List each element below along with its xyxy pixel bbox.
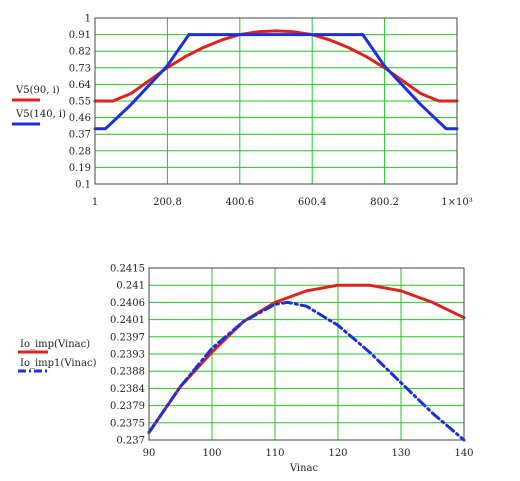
top-y-tick-label: 1 — [85, 14, 91, 25]
top-y-tick-label: 0.55 — [69, 97, 91, 108]
bottom-legend-label-1: Io_imp(Vinac) — [20, 339, 90, 350]
bot-y-tick-label: 0.241 — [116, 281, 145, 292]
top-legend-label-2: V5(140, i) — [15, 109, 66, 120]
top-series-layer — [93, 29, 459, 131]
top-x-tick-label: 400.6 — [225, 197, 254, 208]
bottom-x-axis-label: Vinac — [289, 463, 319, 474]
top-y-tick-label: 0.37 — [69, 130, 91, 141]
top-legend-label-1: V5(90, i) — [15, 85, 60, 96]
bot-y-tick-label: 0.2379 — [110, 401, 145, 412]
bot-y-tick-label: 0.2401 — [110, 315, 145, 326]
top-y-tick-labels: 0.1 0.19 0.28 0.37 0.46 0.55 0.64 0.73 0.82 0.91 1 — [69, 14, 91, 191]
bottom-chart: 0.237 0.2375 0.2379 0.2384 0.2388 0.2393 0.239… — [18, 264, 474, 474]
bot-x-tick-label: 100 — [202, 448, 221, 459]
top-y-tick-label: 0.1 — [75, 180, 91, 191]
top-series-line-1 — [93, 29, 459, 103]
bottom-series-layer — [147, 283, 466, 442]
top-series-line-2 — [93, 33, 459, 131]
bot-y-tick-label: 0.2393 — [110, 350, 145, 361]
top-y-tick-label: 0.46 — [69, 113, 91, 124]
bottom-y-tick-labels: 0.237 0.2375 0.2379 0.2384 0.2388 0.2393 0.239… — [110, 264, 145, 447]
bot-x-tick-label: 130 — [391, 448, 410, 459]
top-plot-frame — [94, 17, 458, 185]
top-x-tick-label: 800.2 — [370, 197, 399, 208]
bot-x-tick-label: 120 — [328, 448, 347, 459]
top-y-tick-label: 0.64 — [69, 80, 91, 91]
bot-x-tick-label: 90 — [143, 448, 156, 459]
bot-x-tick-label: 110 — [265, 448, 284, 459]
bot-y-tick-label: 0.2415 — [110, 264, 145, 275]
bot-y-tick-label: 0.2375 — [110, 418, 145, 429]
top-x-tick-label: 600.4 — [298, 197, 327, 208]
bottom-grid — [149, 268, 464, 440]
bottom-x-tick-labels: 90 100 110 120 130 140 — [143, 448, 474, 459]
top-x-tick-labels: 1 200.8 400.6 600.4 800.2 1×10³ — [92, 197, 473, 208]
bot-y-tick-label: 0.237 — [116, 436, 145, 447]
top-y-tick-label: 0.91 — [69, 30, 91, 41]
bot-y-tick-label: 0.2397 — [110, 332, 145, 343]
top-y-tick-label: 0.82 — [69, 47, 91, 58]
top-y-tick-label: 0.73 — [69, 63, 91, 74]
bot-y-tick-label: 0.2384 — [110, 384, 145, 395]
top-x-tick-label: 1 — [92, 197, 98, 208]
top-y-tick-label: 0.28 — [69, 146, 91, 157]
top-grid — [95, 18, 457, 184]
top-y-tick-label: 0.19 — [69, 163, 91, 174]
bot-y-tick-label: 0.2388 — [110, 367, 145, 378]
bot-y-tick-label: 0.2406 — [110, 298, 145, 309]
bot-x-tick-label: 140 — [454, 448, 473, 459]
bottom-legend-label-2: Io_imp1(Vinac) — [20, 358, 97, 369]
top-x-tick-label: 200.8 — [153, 197, 182, 208]
top-x-tick-label: 1×10³ — [441, 197, 472, 208]
bottom-plot-frame — [148, 267, 465, 441]
bottom-legend: Io_imp(Vinac) Io_imp1(Vinac) — [18, 339, 97, 373]
bot-series-line-1 — [147, 283, 466, 434]
top-legend: V5(90, i) V5(140, i) — [12, 85, 66, 126]
top-chart: 0.1 0.19 0.28 0.37 0.46 0.55 0.64 0.73 0.82 0.91 1… — [12, 14, 473, 208]
bot-series-line-2 — [147, 300, 466, 442]
